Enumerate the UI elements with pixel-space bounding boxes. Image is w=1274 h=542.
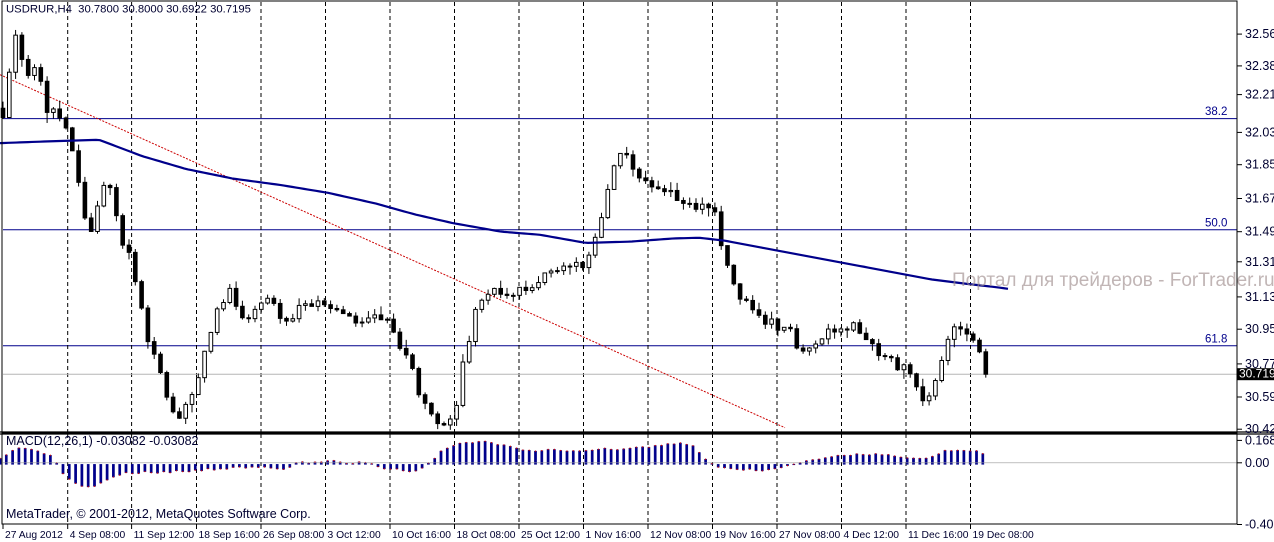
svg-text:10 Oct 16:00: 10 Oct 16:00 — [392, 530, 451, 541]
svg-text:19 Dec 08:00: 19 Dec 08:00 — [973, 530, 1035, 541]
svg-text:3 Oct 12:00: 3 Oct 12:00 — [328, 530, 382, 541]
svg-text:MACD(12,26,1) -0.03082 -0.0308: MACD(12,26,1) -0.03082 -0.03082 — [6, 434, 199, 448]
svg-text:4 Sep 08:00: 4 Sep 08:00 — [70, 530, 126, 541]
svg-text:32.3890: 32.3890 — [1245, 59, 1274, 73]
svg-text:31.6740: 31.6740 — [1245, 192, 1274, 206]
svg-text:38.2: 38.2 — [1205, 106, 1227, 118]
svg-text:-0.40231: -0.40231 — [1245, 518, 1274, 532]
svg-text:25 Oct 12:00: 25 Oct 12:00 — [521, 530, 580, 541]
svg-text:Портал для трейдеров - ForTrad: Портал для трейдеров - ForTrader.ru — [952, 270, 1274, 291]
svg-text:31.1390: 31.1390 — [1245, 290, 1274, 304]
svg-text:30.9590: 30.9590 — [1245, 322, 1274, 336]
svg-text:11 Dec 16:00: 11 Dec 16:00 — [908, 530, 969, 541]
svg-text:32.5690: 32.5690 — [1245, 27, 1274, 41]
svg-text:12 Nov 08:00: 12 Nov 08:00 — [650, 530, 712, 541]
svg-text:32.2140: 32.2140 — [1245, 88, 1274, 102]
svg-text:0.00: 0.00 — [1245, 456, 1269, 470]
svg-text:27 Nov 08:00: 27 Nov 08:00 — [779, 530, 841, 541]
svg-text:USDRUR,H4 30.7800 30.8000 30.: USDRUR,H4 30.7800 30.8000 30.6922 30.719… — [6, 4, 251, 16]
svg-text:31.4940: 31.4940 — [1245, 225, 1274, 239]
svg-text:MetaTrader, © 2001-2012, MetaQ: MetaTrader, © 2001-2012, MetaQuotes Soft… — [6, 507, 311, 521]
svg-text:31.8540: 31.8540 — [1245, 158, 1274, 172]
svg-text:18 Sep 16:00: 18 Sep 16:00 — [199, 530, 261, 541]
svg-text:1 Nov 16:00: 1 Nov 16:00 — [586, 530, 642, 541]
svg-text:31.3190: 31.3190 — [1245, 255, 1274, 269]
svg-text:19 Nov 16:00: 19 Nov 16:00 — [715, 530, 777, 541]
svg-text:11 Sep 12:00: 11 Sep 12:00 — [134, 530, 195, 541]
svg-text:61.8: 61.8 — [1205, 334, 1227, 346]
svg-text:30.7195: 30.7195 — [1239, 367, 1274, 381]
svg-text:26 Sep 08:00: 26 Sep 08:00 — [263, 530, 325, 541]
svg-text:4 Dec 12:00: 4 Dec 12:00 — [844, 530, 900, 541]
svg-text:18 Oct 08:00: 18 Oct 08:00 — [457, 530, 516, 541]
svg-text:30.5990: 30.5990 — [1245, 390, 1274, 404]
svg-text:50.0: 50.0 — [1205, 218, 1227, 230]
svg-text:0.16887: 0.16887 — [1245, 433, 1274, 447]
svg-text:32.0340: 32.0340 — [1245, 125, 1274, 139]
svg-text:27 Aug 2012: 27 Aug 2012 — [5, 530, 63, 541]
